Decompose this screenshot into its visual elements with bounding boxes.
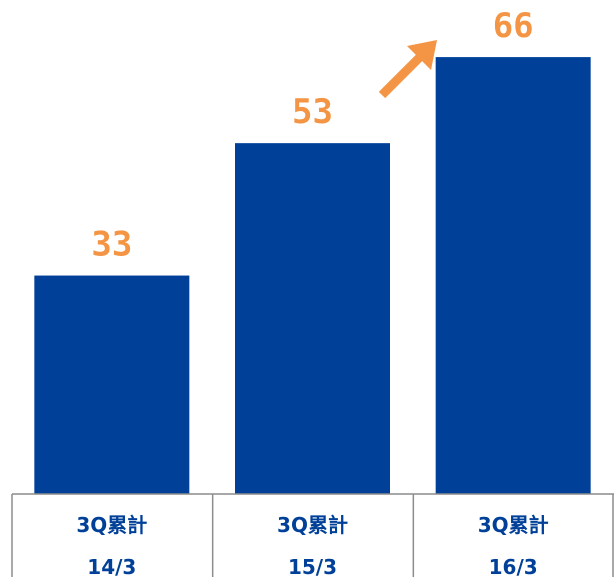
arrow-head [407,40,437,70]
category-table [11,493,614,577]
category-label-line2-0: 14/3 [87,555,136,577]
value-label-2: 66 [493,6,534,46]
value-label-1: 53 [292,92,333,132]
category-label-line2-1: 15/3 [288,555,337,577]
bar-2 [435,57,591,494]
bar-1 [235,143,390,495]
arrow-shaft [378,53,424,99]
category-label-line1-0: 3Q累計 [76,513,147,537]
category-label-line2-2: 16/3 [489,555,538,577]
category-label-line1-1: 3Q累計 [277,513,348,537]
value-label-0: 33 [91,225,132,265]
bar-0 [34,275,190,494]
category-labels-group: 3Q累計 14/3 3Q累計 15/3 3Q累計 16/3 [76,513,548,577]
bars-group [34,57,591,495]
value-labels-group: 33 53 66 [91,6,533,264]
trend-arrow [378,40,437,99]
category-label-line1-2: 3Q累計 [478,513,549,537]
